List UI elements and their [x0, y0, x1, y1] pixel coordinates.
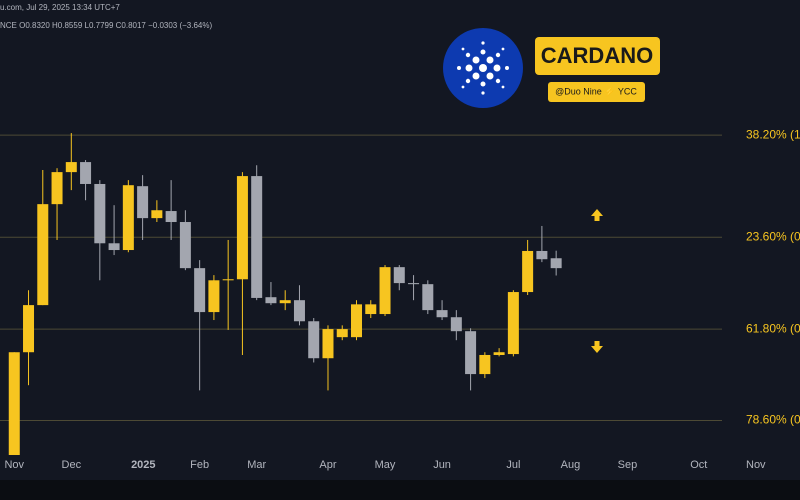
candle-body	[222, 279, 234, 281]
candle-body	[23, 305, 35, 353]
header-source: u.com, Jul 29, 2025 13:34 UTC+7	[0, 3, 120, 12]
candle-body	[550, 258, 562, 269]
candle-body	[122, 185, 134, 251]
x-tick-label: Dec	[62, 459, 82, 471]
title-box	[535, 37, 660, 75]
candle-body	[536, 250, 548, 260]
logo-dots	[457, 41, 509, 95]
x-tick-label: Aug	[561, 459, 581, 471]
x-tick-label: Jun	[433, 459, 451, 471]
candle-body	[322, 329, 334, 359]
candle-body	[507, 292, 519, 355]
level-label: 38.20% (1	[746, 127, 800, 141]
candle-body	[108, 243, 120, 251]
arrow-up	[591, 209, 603, 221]
x-tick-label: Feb	[190, 459, 209, 471]
candle-body	[179, 222, 191, 269]
footer-strip	[0, 480, 800, 500]
candle-body	[450, 317, 462, 332]
x-tick-label: Nov	[4, 459, 24, 471]
x-tick-label: Sep	[618, 459, 638, 471]
x-tick-label: Apr	[319, 459, 336, 471]
candle-body	[279, 300, 291, 304]
candle-body	[365, 304, 377, 315]
candle-body	[165, 211, 177, 223]
plot: 38.20% (1 23.60% (0 61.80% (0 78.60% (0 Nov D…	[0, 127, 800, 471]
level-label: 61.80% (0	[746, 321, 800, 335]
author-box	[548, 82, 645, 102]
candle-body	[8, 352, 20, 455]
candle-body	[80, 162, 92, 184]
candle-body	[493, 352, 505, 355]
candle-body	[379, 267, 391, 315]
candle-body	[293, 300, 305, 322]
candle-body	[151, 210, 163, 219]
level-label: 78.60% (0	[746, 413, 800, 427]
candle-body	[208, 280, 220, 313]
candle-body	[436, 310, 448, 318]
candle-body	[251, 176, 263, 298]
candle-body	[236, 176, 248, 280]
header-ohlc: NCE O0.8320 H0.8559 L0.7799 C0.8017 −0.0…	[0, 21, 212, 30]
candle-body	[408, 283, 420, 285]
candle-body	[393, 267, 405, 284]
candle-body	[336, 329, 348, 338]
logo	[443, 28, 523, 108]
arrow-down	[591, 341, 603, 353]
x-tick-label: Nov	[746, 459, 766, 471]
candle-body	[51, 172, 63, 205]
badge-title: CARDANO	[541, 43, 653, 68]
candle-body	[94, 183, 106, 244]
candle-body	[65, 162, 77, 173]
candle-body	[265, 297, 277, 304]
x-tick-label: May	[375, 459, 396, 471]
badge-author: @Duo Nine ⚡ YCC	[555, 85, 637, 97]
candle-body	[422, 284, 434, 311]
x-tick-label: Mar	[247, 459, 266, 471]
candle-body	[37, 204, 49, 306]
x-tick-label: Jul	[506, 459, 520, 471]
candle-body	[351, 304, 363, 338]
candle-body	[479, 354, 491, 375]
candle-body	[137, 186, 149, 219]
level-label: 23.60% (0	[746, 229, 800, 243]
x-tick-label: Oct	[690, 459, 707, 471]
candle-body	[308, 321, 320, 359]
candle-body	[465, 331, 477, 375]
candle-body	[522, 250, 534, 293]
x-tick-label: 2025	[131, 459, 155, 471]
candle-body	[194, 268, 206, 313]
